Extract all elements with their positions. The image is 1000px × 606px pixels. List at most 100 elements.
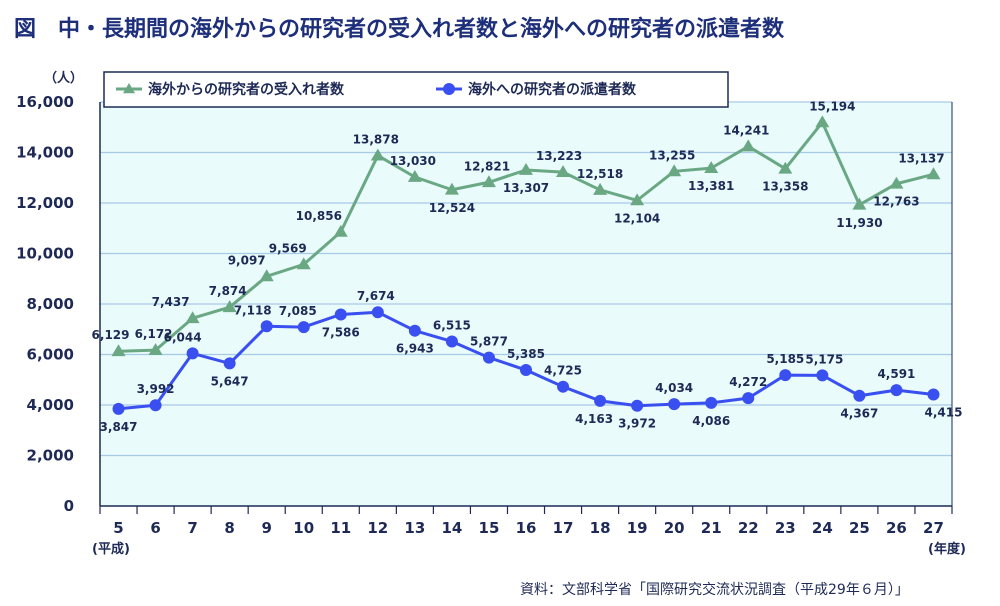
data-label: 4,367 (840, 407, 878, 421)
legend-box (103, 71, 729, 108)
axes (99, 102, 953, 514)
x-tick-label: 19 (627, 519, 648, 537)
data-label: 4,415 (924, 406, 962, 420)
x-tick-label: 6 (150, 519, 160, 537)
data-point (779, 369, 792, 382)
data-label: 6,129 (92, 328, 130, 342)
data-point (557, 380, 570, 393)
data-label: 13,030 (390, 154, 436, 168)
data-label: 5,877 (470, 335, 508, 349)
data-point (112, 402, 125, 415)
data-point (704, 161, 719, 174)
data-point (111, 344, 126, 357)
data-point (333, 224, 348, 237)
data-label: 14,241 (723, 123, 769, 137)
data-point (371, 306, 384, 319)
data-point (926, 167, 941, 180)
x-tick-labels: 5 6 7 8 9 10 11 12 13 14 15 16 17 18 19 20 21 22 23 24 25 26 2… (113, 519, 944, 537)
data-label: 9,569 (269, 241, 307, 255)
data-label: 13,307 (503, 181, 549, 195)
data-point (481, 175, 496, 188)
data-point (594, 394, 607, 407)
legend-items: 海外からの研究者の受入れ者数 海外への研究者の派遣者数 (116, 81, 637, 98)
data-point (741, 139, 756, 152)
data-point (631, 399, 644, 412)
x-tick-label: 5 (113, 519, 123, 537)
data-point (519, 162, 533, 175)
data-point (482, 351, 495, 364)
data-label: 4,163 (575, 412, 613, 426)
data-label: 4,725 (544, 364, 582, 378)
series-layer (111, 115, 941, 415)
data-point (185, 311, 200, 324)
data-point (520, 364, 532, 377)
x-tick-label: 16 (516, 519, 537, 537)
x-tick-label: 23 (775, 519, 796, 537)
data-point (927, 388, 940, 401)
data-point (296, 257, 311, 270)
data-label: 13,381 (688, 179, 734, 193)
data-label: 12,104 (614, 211, 660, 225)
y-tick-label: 14,000 (16, 144, 74, 162)
data-point (667, 164, 682, 177)
data-point (705, 396, 718, 409)
data-label: 5,385 (507, 347, 545, 361)
y-tick-label: 2,000 (27, 447, 74, 465)
data-label: 3,972 (618, 417, 656, 431)
data-label: 12,518 (577, 167, 623, 181)
x-tick-label: 9 (261, 519, 271, 537)
data-point (815, 115, 830, 128)
data-label: 4,086 (692, 414, 730, 428)
data-point (853, 389, 866, 402)
data-label: 7,118 (234, 303, 272, 317)
data-point (149, 399, 162, 412)
y-tick-label: 12,000 (16, 194, 74, 212)
data-label: 10,856 (296, 209, 342, 223)
data-point (186, 347, 199, 360)
x-tick-label: 14 (441, 519, 462, 537)
data-point (408, 324, 421, 337)
y-tick-label: 8,000 (27, 295, 74, 313)
source-note: 資料：文部科学省「国際研究交流状況調査（平成29年６月）」 (520, 581, 909, 598)
data-point (444, 182, 459, 195)
data-label: 7,437 (152, 295, 190, 309)
x-tick-label: 18 (590, 519, 611, 537)
x-tick-label: 7 (187, 519, 197, 537)
data-label: 13,223 (536, 149, 582, 163)
data-label: 7,874 (209, 284, 247, 298)
data-point (222, 300, 237, 313)
x-tick-label: 21 (701, 519, 722, 537)
data-label: 4,272 (729, 375, 767, 389)
data-point (668, 398, 681, 411)
data-label: 6,044 (164, 330, 202, 344)
x-tick-label: 20 (664, 519, 685, 537)
data-label: 13,878 (353, 133, 399, 147)
x-tick-label: 17 (553, 519, 574, 537)
data-point (148, 343, 163, 356)
data-label: 12,821 (464, 159, 510, 173)
data-point (334, 308, 347, 321)
data-label: 15,194 (809, 99, 855, 113)
chart-title: 図 中・長期間の海外からの研究者の受入れ者数と海外への研究者の派遣者数 (14, 16, 785, 42)
y-tick-label: 4,000 (27, 396, 74, 414)
y-tick-label: 6,000 (27, 346, 74, 364)
data-point (445, 335, 458, 348)
x-tick-label: 26 (886, 519, 907, 537)
x-tick-label: 11 (330, 519, 351, 537)
data-label: 7,674 (357, 289, 395, 303)
x-tick-label: 8 (224, 519, 234, 537)
data-label: 3,847 (100, 420, 138, 434)
data-point (593, 182, 608, 195)
y-tick-label: 0 (64, 497, 74, 515)
data-point (852, 197, 867, 210)
data-point (223, 357, 236, 370)
data-point (889, 176, 904, 189)
legend: 海外からの研究者の受入れ者数 海外への研究者の派遣者数 (103, 71, 729, 108)
x-axis-era-label: (平成) (92, 541, 130, 557)
data-point (260, 320, 273, 333)
data-label: 5,185 (766, 352, 804, 366)
data-point (556, 165, 571, 178)
data-label: 5,647 (211, 374, 249, 388)
